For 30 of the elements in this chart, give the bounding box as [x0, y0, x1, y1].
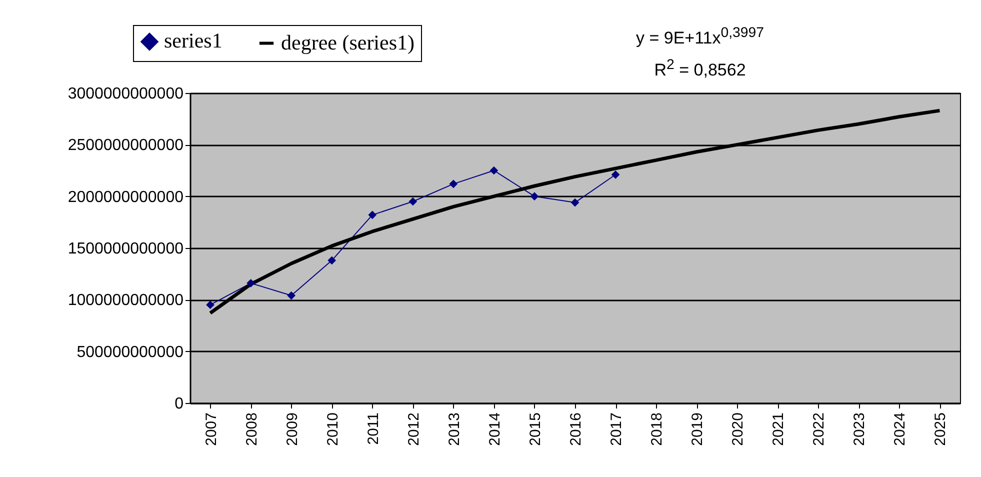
- x-tick-label: 2025: [932, 412, 950, 446]
- x-tick-label: 2014: [486, 412, 504, 446]
- x-tick-label: 2010: [324, 412, 342, 446]
- x-tick-label: 2018: [648, 412, 666, 446]
- x-tick-label: 2023: [851, 412, 868, 446]
- x-tick-label: 2024: [892, 412, 909, 446]
- x-tick-label: 2008: [243, 412, 260, 446]
- x-tick-label: 2017: [608, 412, 626, 446]
- x-tick-label: 2019: [689, 412, 706, 446]
- text: R$^{2}$ = 0,8562: [653, 56, 747, 82]
- x-tick-label: 2021: [770, 412, 788, 446]
- x-tick-label: 2011: [364, 412, 382, 445]
- y-tick-label: 0: [174, 396, 184, 412]
- x-tick-label: 2012: [405, 412, 422, 446]
- y-tick-label: 2500000000000: [68, 137, 184, 154]
- y-tick-label: 2000000000000: [68, 188, 184, 206]
- text: y = 9E+11x$^{0,3997}$: [636, 24, 764, 50]
- y-tick-label: 1500000000000: [68, 240, 184, 258]
- x-tick-label: 2009: [284, 412, 301, 446]
- x-tick-label: 2016: [568, 412, 584, 446]
- x-tick-label: 2007: [202, 412, 220, 446]
- legend-label: series1: [164, 28, 222, 53]
- x-tick-label: 2013: [446, 412, 463, 446]
- y-tick-label: 500000000000: [76, 344, 184, 361]
- x-tick-label: 2015: [526, 412, 544, 446]
- y-tick-label: 1000000000000: [68, 292, 184, 310]
- legend-label: degree (series1): [281, 30, 415, 54]
- x-tick-label: 2022: [810, 412, 828, 446]
- x-tick-label: 2020: [730, 412, 747, 446]
- y-tick-label: 3000000000000: [68, 86, 184, 102]
